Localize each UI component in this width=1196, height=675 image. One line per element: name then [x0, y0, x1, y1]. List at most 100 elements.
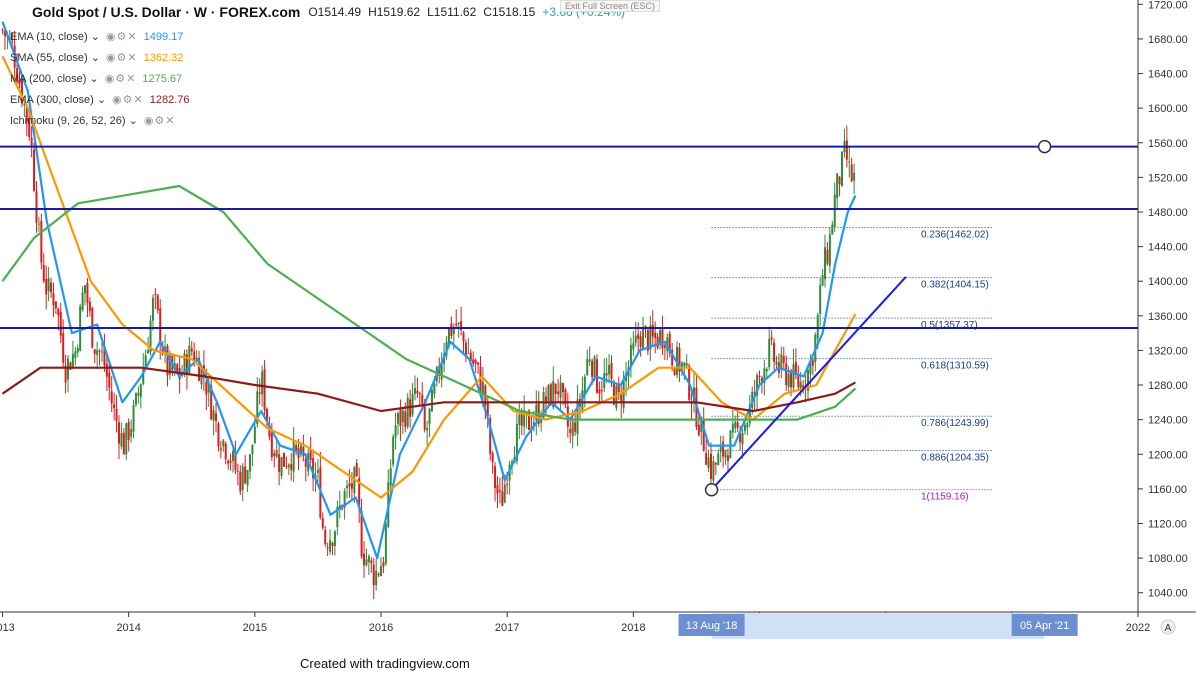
candle-body	[758, 376, 761, 378]
indicator-controls-icon[interactable]: ◉⚙✕	[104, 73, 137, 85]
candle-body	[845, 140, 848, 160]
line-anchor[interactable]	[1037, 139, 1052, 154]
indicator-row[interactable]: EMA (300, close) ⌄ ◉⚙✕ 1282.76	[10, 93, 189, 107]
candle-body	[678, 347, 681, 372]
indicator-label[interactable]: SMA (55, close) ⌄	[10, 52, 100, 64]
fib-label: 0.5(1357.37)	[921, 320, 978, 331]
candle-body	[210, 385, 213, 420]
candle-body	[455, 323, 458, 326]
candle-body	[792, 364, 795, 388]
indicator-controls-icon[interactable]: ◉⚙✕	[143, 115, 176, 127]
candle-body	[447, 327, 450, 345]
candle-body	[370, 560, 373, 564]
candle-body	[642, 327, 645, 350]
candle-body	[489, 418, 492, 454]
candle-body	[831, 224, 834, 235]
candle-body	[251, 444, 254, 454]
candle-body	[717, 453, 720, 466]
candle-body	[287, 464, 290, 468]
indicator-row[interactable]: SMA (55, close) ⌄ ◉⚙✕ 1362.32	[10, 51, 184, 65]
candle-body	[474, 359, 477, 364]
candle-body	[605, 372, 608, 376]
indicator-value: 1362.32	[143, 51, 184, 64]
candle-body	[176, 364, 179, 372]
candle-body	[372, 564, 375, 586]
candle-body	[481, 381, 484, 394]
candle-body	[217, 423, 220, 447]
candle-body	[411, 393, 414, 415]
candle-body	[426, 427, 429, 431]
candle-body	[503, 484, 506, 503]
candle-body	[743, 424, 746, 432]
indicator-label[interactable]: MA (200, close) ⌄	[10, 73, 99, 85]
candle-body	[554, 383, 557, 395]
candle-body	[457, 322, 460, 325]
symbol-title[interactable]: Gold Spot / U.S. Dollar · W · FOREX.com	[32, 4, 301, 20]
candle-body	[406, 397, 409, 427]
candle-body	[452, 327, 455, 335]
candle-body	[525, 412, 528, 415]
candle-body	[654, 332, 657, 339]
candle-body	[16, 68, 19, 82]
candle-body	[600, 389, 603, 392]
indicator-controls-icon[interactable]: ◉⚙✕	[105, 52, 138, 64]
candle-body	[794, 361, 797, 376]
candle-body	[100, 351, 103, 353]
y-tick-label: 1040.00	[1148, 588, 1188, 600]
candle-body	[518, 414, 521, 425]
candle-body	[50, 282, 53, 293]
candle-body	[413, 387, 416, 394]
x-tick-label: 2017	[495, 622, 519, 634]
candle-body	[28, 118, 31, 138]
indicator-row[interactable]: EMA (10, close) ⌄ ◉⚙✕ 1499.17	[10, 30, 183, 44]
candle-body	[409, 399, 412, 417]
indicator-label[interactable]: Ichimoku (9, 26, 52, 26) ⌄	[10, 115, 138, 127]
candle-body	[350, 483, 353, 489]
candle-body	[683, 362, 686, 367]
candle-body	[564, 389, 567, 405]
ma-line	[1, 21, 857, 560]
candle-body	[224, 443, 227, 460]
trend-layer	[704, 139, 1052, 497]
candle-body	[333, 531, 336, 546]
exit-fullscreen-button[interactable]: Exit Full Screen (ESC)	[560, 0, 661, 12]
x-range-highlight	[711, 613, 1045, 639]
candle-body	[651, 324, 654, 337]
candle-body	[479, 366, 482, 394]
candle-body	[535, 404, 538, 421]
candle-body	[753, 392, 756, 395]
candle-body	[159, 308, 162, 345]
candle-body	[302, 447, 305, 457]
indicator-label[interactable]: EMA (10, close) ⌄	[10, 31, 100, 43]
candle-body	[115, 408, 118, 422]
candle-body	[467, 353, 470, 355]
candle-body	[756, 375, 759, 396]
candle-body	[81, 292, 84, 310]
candle-body	[542, 392, 545, 419]
x-highlight-label: 05 Apr '21	[1020, 620, 1069, 632]
candle-body	[639, 336, 642, 347]
candle-body	[256, 391, 259, 425]
candle-body	[154, 294, 157, 296]
candle-body	[460, 320, 463, 331]
indicator-label[interactable]: EMA (300, close) ⌄	[10, 94, 107, 106]
candle-body	[329, 540, 332, 552]
trendline-anchor[interactable]	[704, 482, 719, 497]
candle-body	[278, 454, 281, 472]
candle-body	[586, 358, 589, 375]
candle-body	[523, 409, 526, 427]
indicator-row[interactable]: MA (200, close) ⌄ ◉⚙✕ 1275.67	[10, 72, 182, 86]
indicator-row[interactable]: Ichimoku (9, 26, 52, 26) ⌄ ◉⚙✕	[10, 114, 182, 127]
candle-body	[304, 458, 307, 468]
candle-body	[59, 311, 62, 336]
indicator-controls-icon[interactable]: ◉⚙✕	[112, 94, 144, 106]
candle-body	[86, 283, 89, 303]
auto-scale-label: A	[1165, 623, 1172, 634]
candle-body	[67, 358, 70, 380]
auto-scale-button[interactable]	[1160, 619, 1176, 635]
candle-body	[520, 411, 523, 426]
candle-body	[54, 301, 57, 309]
indicator-controls-icon[interactable]: ◉⚙✕	[105, 31, 138, 43]
ohlc-open: O1514.49	[308, 5, 362, 19]
